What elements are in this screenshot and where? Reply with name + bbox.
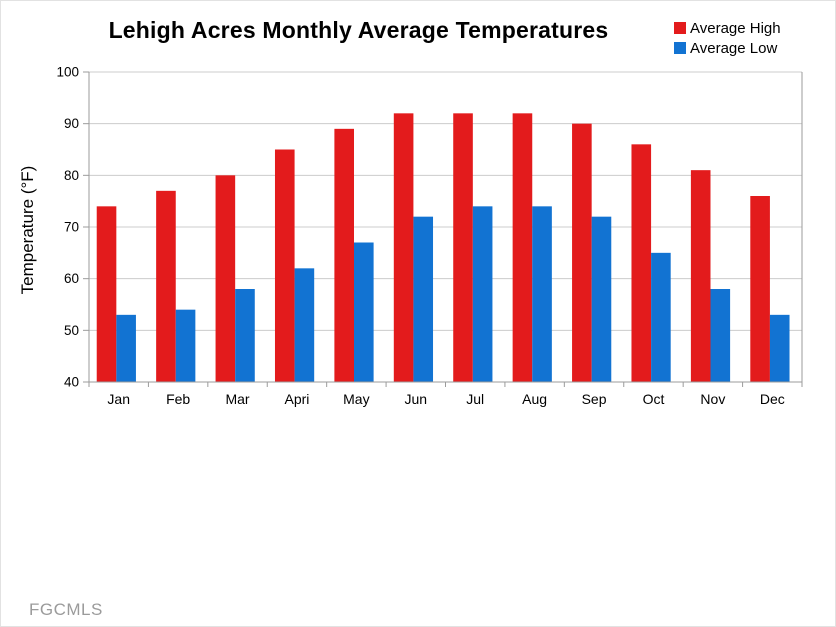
bar-average-high-apri	[274, 149, 295, 382]
x-category-label-jun: Jun	[405, 391, 428, 407]
x-category-label-aug: Aug	[522, 391, 547, 407]
bar-average-low-dec	[769, 314, 790, 382]
bar-average-high-aug	[512, 113, 533, 382]
x-category-label-dec: Dec	[760, 391, 785, 407]
bar-average-low-oct	[651, 252, 671, 382]
legend-item-average-high: Average High	[674, 18, 781, 38]
bar-average-high-may	[334, 128, 354, 382]
watermark: FGCMLS	[29, 600, 103, 619]
y-tick-label-90: 90	[64, 116, 79, 131]
bar-average-low-mar	[235, 289, 255, 382]
legend-label-low: Average Low	[690, 39, 778, 57]
x-category-label-feb: Feb	[166, 391, 190, 407]
x-category-label-may: May	[343, 391, 369, 407]
bar-average-low-may	[353, 242, 374, 382]
y-tick-label-40: 40	[64, 375, 79, 390]
bar-average-high-dec	[750, 196, 770, 382]
bar-average-high-mar	[215, 175, 236, 382]
y-tick-label-60: 60	[64, 271, 79, 286]
bar-average-low-jun	[413, 216, 434, 382]
x-category-label-oct: Oct	[643, 391, 665, 407]
bar-average-low-jul	[472, 206, 493, 382]
y-tick-label-70: 70	[64, 220, 79, 235]
legend-item-average-low: Average Low	[674, 38, 781, 58]
bar-average-high-oct	[631, 144, 652, 382]
x-category-label-mar: Mar	[225, 391, 249, 407]
x-category-label-jul: Jul	[466, 391, 484, 407]
bar-average-low-nov	[710, 289, 731, 382]
y-tick-label-100: 100	[56, 65, 79, 80]
y-tick-label-50: 50	[64, 323, 79, 338]
bar-average-high-jul	[453, 113, 473, 382]
bar-average-high-sep	[572, 123, 592, 383]
legend-swatch-low-icon	[674, 42, 686, 54]
bar-average-low-feb	[175, 309, 196, 382]
bar-average-high-jun	[393, 113, 414, 382]
x-category-label-sep: Sep	[582, 391, 607, 407]
bar-average-low-sep	[591, 216, 612, 382]
chart-title: Lehigh Acres Monthly Average Temperature…	[108, 17, 609, 43]
x-category-label-nov: Nov	[700, 391, 725, 407]
bar-average-low-jan	[116, 314, 136, 382]
legend-label-high: Average High	[690, 19, 781, 37]
bar-average-high-feb	[156, 190, 176, 382]
legend-swatch-high-icon	[674, 22, 686, 34]
bar-average-high-nov	[690, 170, 711, 382]
bar-average-low-apri	[294, 268, 315, 382]
x-category-label-jan: Jan	[107, 391, 130, 407]
legend: Average High Average Low	[674, 18, 781, 58]
bar-average-high-jan	[96, 206, 117, 382]
x-category-label-apri: Apri	[285, 391, 310, 407]
y-tick-label-80: 80	[64, 168, 79, 183]
bar-average-low-aug	[532, 206, 552, 382]
